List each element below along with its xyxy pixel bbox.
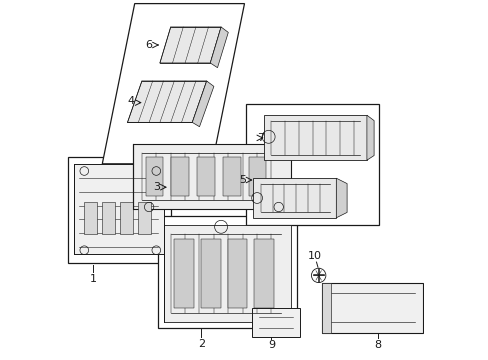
Polygon shape: [223, 157, 240, 196]
Polygon shape: [201, 239, 220, 308]
Polygon shape: [145, 157, 163, 196]
Polygon shape: [210, 27, 228, 68]
Polygon shape: [192, 81, 213, 127]
Polygon shape: [171, 157, 188, 196]
Text: 8: 8: [373, 340, 381, 350]
Text: 3: 3: [152, 182, 160, 192]
Polygon shape: [321, 283, 422, 333]
Text: 10: 10: [307, 251, 321, 261]
Polygon shape: [84, 202, 97, 234]
Polygon shape: [68, 157, 170, 263]
Polygon shape: [174, 239, 194, 308]
Polygon shape: [133, 144, 291, 209]
Text: 9: 9: [267, 339, 274, 350]
Polygon shape: [102, 202, 115, 234]
Polygon shape: [249, 157, 266, 196]
Text: 4: 4: [127, 96, 134, 106]
Polygon shape: [127, 81, 206, 122]
Text: 7: 7: [257, 133, 264, 143]
Polygon shape: [254, 239, 273, 308]
Polygon shape: [158, 216, 296, 328]
Polygon shape: [251, 308, 300, 337]
Polygon shape: [197, 157, 214, 196]
Text: 5: 5: [239, 175, 245, 185]
Polygon shape: [246, 104, 379, 225]
Text: 1: 1: [90, 274, 97, 284]
Polygon shape: [102, 4, 244, 164]
Polygon shape: [264, 115, 366, 160]
Polygon shape: [227, 239, 247, 308]
Polygon shape: [73, 164, 163, 254]
Text: 2: 2: [197, 339, 204, 349]
Text: 6: 6: [145, 40, 152, 50]
Polygon shape: [321, 283, 330, 333]
Polygon shape: [366, 115, 373, 160]
Polygon shape: [253, 178, 336, 218]
Polygon shape: [163, 225, 291, 322]
Polygon shape: [160, 27, 221, 63]
Polygon shape: [336, 178, 346, 218]
Polygon shape: [120, 202, 133, 234]
Polygon shape: [138, 202, 151, 234]
